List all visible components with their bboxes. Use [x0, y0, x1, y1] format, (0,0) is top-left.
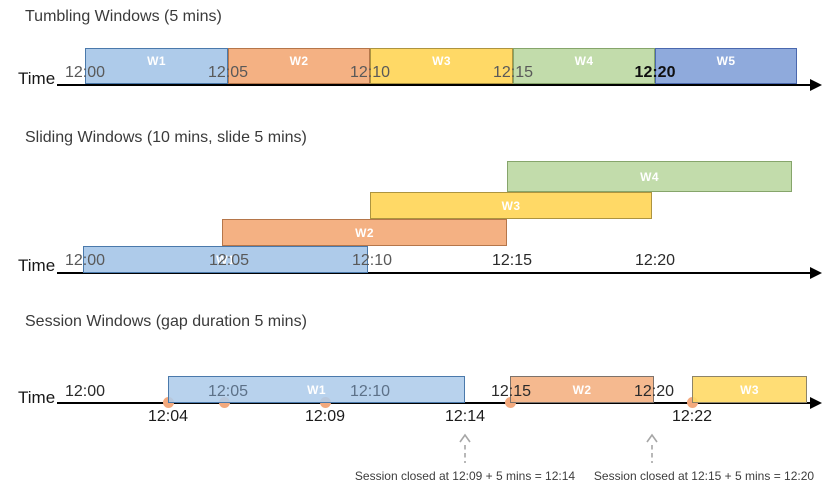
tick-label: 12:00	[64, 64, 106, 81]
sliding-timeline-axis	[57, 272, 812, 274]
tick-label: 12:15	[491, 252, 533, 269]
tick-label: 12:10	[349, 64, 391, 81]
event-time-label: 12:09	[304, 408, 346, 425]
sliding-axis-arrowhead-icon	[810, 267, 822, 279]
tick-label: 12:10	[349, 383, 391, 400]
tick-label: 12:20	[633, 383, 675, 400]
tick-label: 12:15	[490, 383, 532, 400]
tick-label: 12:10	[351, 252, 393, 269]
sliding-section-title: Sliding Windows (10 mins, slide 5 mins)	[25, 129, 307, 146]
sliding-window-w2: W2	[222, 219, 507, 246]
event-time-label: 12:14	[444, 408, 486, 425]
dashed-up-arrow-icon	[646, 433, 658, 463]
tumbling-time-axis-label: Time	[18, 69, 56, 88]
event-time-label: 12:22	[671, 408, 713, 425]
tumbling-timeline-axis	[57, 84, 812, 86]
tick-label: 12:15	[492, 64, 534, 81]
session-window-w2: W2	[510, 376, 654, 403]
window-label: W2	[289, 54, 309, 68]
window-label: W1	[147, 54, 166, 68]
tick-label: 12:20	[634, 252, 676, 269]
window-label: W3	[432, 54, 451, 68]
axis-origin-label: 12:00	[64, 383, 106, 400]
sliding-window-w3: W3	[370, 192, 652, 219]
sliding-time-axis-label: Time	[18, 256, 56, 275]
session-timeline-axis	[57, 402, 812, 404]
tumbling-section-title: Tumbling Windows (5 mins)	[25, 8, 222, 25]
tumbling-window-w5: W5	[655, 48, 797, 84]
window-label: W3	[501, 198, 521, 213]
window-label: W1	[216, 252, 235, 267]
window-label: W3	[740, 382, 759, 397]
dashed-up-arrow-icon	[459, 433, 471, 463]
window-label: W2	[572, 382, 592, 397]
tick-label: 12:05	[208, 252, 250, 269]
session-window-w3: W3	[692, 376, 807, 403]
tick-label: 12:20	[634, 64, 676, 81]
window-label: W1	[307, 382, 326, 397]
session-close-annotation: Session closed at 12:15 + 5 mins = 12:20	[593, 469, 815, 483]
window-label: W4	[640, 169, 659, 184]
session-axis-arrowhead-icon	[810, 397, 822, 409]
tumbling-window-w2: W2	[228, 48, 370, 84]
sliding-window-w1: W1	[83, 246, 368, 273]
tick-label: 12:00	[64, 252, 106, 269]
tumbling-window-w3: W3	[370, 48, 513, 84]
event-time-label: 12:04	[147, 408, 189, 425]
session-time-axis-label: Time	[18, 388, 56, 407]
tick-label: 12:05	[207, 383, 249, 400]
session-window-w1: W1	[168, 376, 465, 403]
window-label: W5	[716, 54, 736, 68]
session-close-annotation: Session closed at 12:09 + 5 mins = 12:14	[354, 469, 576, 483]
window-label: W2	[355, 225, 374, 240]
tick-label: 12:05	[207, 64, 249, 81]
tumbling-axis-arrowhead-icon	[810, 79, 822, 91]
tumbling-window-w4: W4	[513, 48, 655, 84]
sliding-window-w4: W4	[507, 161, 792, 192]
tumbling-window-w1: W1	[85, 48, 228, 84]
window-label: W4	[574, 54, 594, 68]
session-section-title: Session Windows (gap duration 5 mins)	[25, 313, 307, 330]
